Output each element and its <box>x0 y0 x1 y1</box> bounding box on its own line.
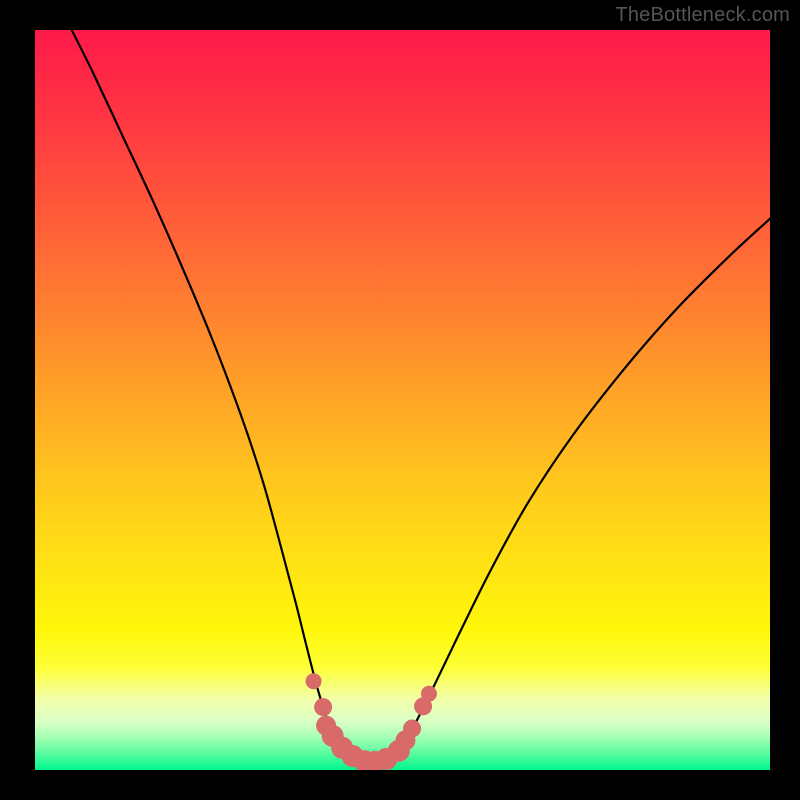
curve-marker <box>403 720 421 738</box>
chart-svg <box>35 30 770 770</box>
watermark-text: TheBottleneck.com <box>615 4 790 27</box>
curve-marker <box>306 673 322 689</box>
gradient-background <box>35 30 770 770</box>
chart-container: TheBottleneck.com <box>0 0 800 800</box>
plot-area <box>35 30 770 770</box>
curve-marker <box>421 686 437 702</box>
curve-marker <box>314 698 332 716</box>
